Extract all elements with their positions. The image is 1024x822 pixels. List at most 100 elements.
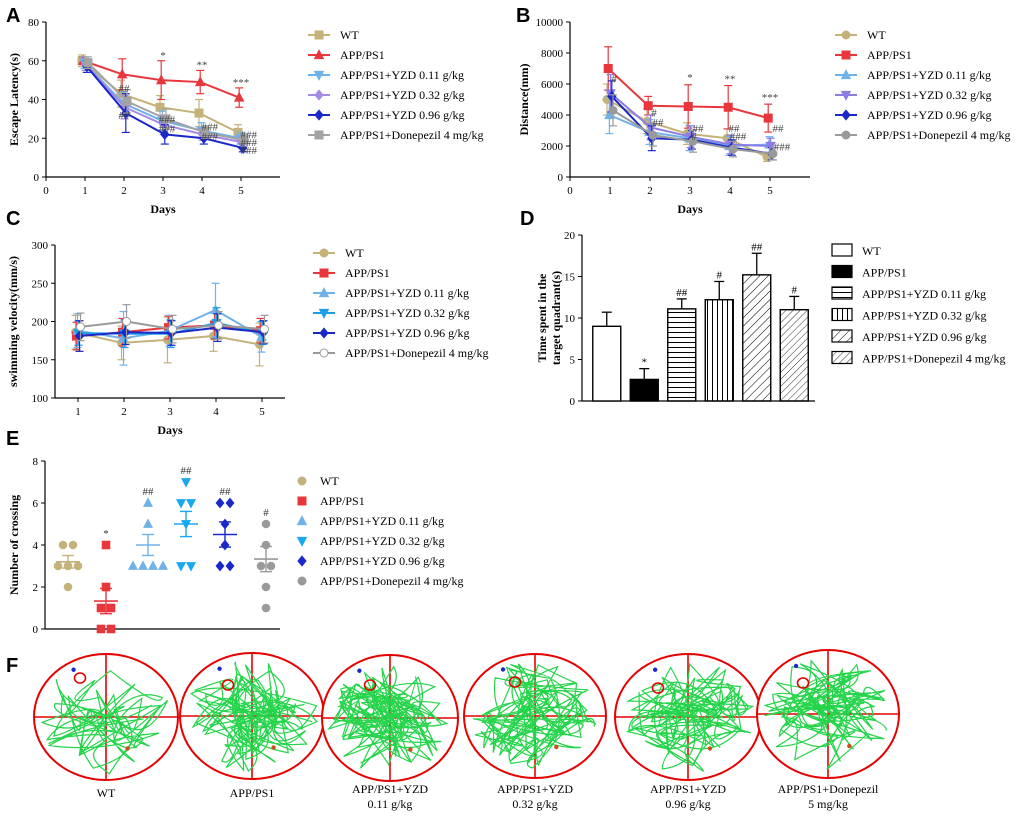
data-point [180, 478, 192, 488]
legend-swatch [831, 307, 853, 322]
data-point [185, 499, 197, 509]
track-caption: APP/PS1+YZD [650, 782, 726, 796]
swim-path [327, 665, 449, 769]
platform-circle [221, 679, 235, 691]
significance-label: * [160, 50, 166, 62]
legend-label: APP/PS1+YZD 0.32 g/kg [345, 306, 469, 320]
data-point [239, 135, 249, 145]
legend-label: APP/PS1+Donepezil 4 mg/kg [867, 128, 1010, 142]
end-point [408, 747, 413, 752]
data-point [261, 603, 271, 613]
legend-marker [840, 69, 852, 80]
legend-marker [318, 308, 330, 319]
significance-label: ## [119, 110, 131, 122]
legend-label: WT [340, 28, 359, 42]
data-point [225, 560, 235, 572]
data-point [768, 149, 778, 159]
y-tick-label: 40 [28, 95, 40, 107]
legend-label: APP/PS1+Donepezil 4 mg/kg [320, 574, 463, 588]
y-axis-label: Time spent in thetarget quadrant(s) [535, 271, 563, 365]
legend-marker [319, 348, 329, 358]
track-caption: APP/PS1 [230, 786, 275, 800]
swim-path [40, 669, 169, 775]
data-point [58, 540, 68, 550]
data-point [194, 76, 206, 87]
data-point [147, 560, 159, 570]
legend-marker [314, 89, 324, 101]
data-point [175, 499, 187, 509]
data-point [53, 561, 63, 571]
legend-label: APP/PS1+YZD 0.32 g/kg [340, 88, 464, 102]
x-axis-label: Days [157, 423, 183, 437]
significance-label: ** [197, 60, 208, 72]
x-tick-label: 1 [82, 185, 88, 197]
x-axis-label: Days [677, 202, 703, 216]
legend-label: APP/PS1+YZD 0.96 g/kg [867, 108, 991, 122]
swim-track-1 [33, 653, 179, 781]
data-point [200, 127, 210, 137]
significance-label: ## [773, 123, 785, 135]
significance-label: # [717, 269, 723, 281]
y-tick-label: 6000 [541, 79, 564, 91]
significance-label: * [103, 528, 109, 540]
data-point [215, 497, 225, 509]
significance-label: ## [119, 83, 131, 95]
x-tick-label: 5 [238, 185, 244, 197]
legend-swatch [831, 264, 853, 279]
significance-label: ### [159, 114, 176, 126]
y-axis-label: Distance(mm) [517, 64, 531, 136]
legend-marker [319, 248, 329, 258]
legend-label: WT [867, 28, 886, 42]
data-point [608, 105, 618, 115]
y-tick-label: 6 [33, 498, 39, 510]
data-point [261, 519, 271, 529]
data-point [142, 497, 154, 507]
track-caption: APP/PS1+YZD [497, 782, 573, 796]
y-tick-label: 2 [33, 582, 39, 594]
swim-path [763, 659, 888, 770]
bar [742, 274, 772, 402]
data-point [160, 128, 170, 140]
y-tick-label: 150 [32, 355, 49, 367]
x-axis-label: Days [150, 202, 176, 216]
legend-label: APP/PS1+YZD 0.11 g/kg [345, 286, 469, 300]
data-point [168, 324, 177, 334]
data-point [63, 582, 73, 592]
x-tick-label: 4 [213, 406, 219, 418]
track-caption: 5 mg/kg [808, 797, 848, 811]
data-point [122, 317, 131, 326]
legend-marker [297, 496, 307, 506]
panel-label: A [6, 5, 20, 27]
panel-label: B [516, 5, 530, 27]
end-point [125, 746, 130, 751]
significance-label: ## [220, 486, 232, 498]
track-caption: WT [97, 786, 116, 800]
end-point [707, 746, 713, 751]
significance-label: ### [774, 142, 791, 154]
swim-track-5 [614, 653, 762, 781]
y-tick-label: 300 [32, 240, 49, 252]
y-tick-label: 0 [33, 624, 39, 636]
legend-swatch [831, 350, 853, 365]
data-point [101, 540, 111, 550]
swim-track-3 [321, 654, 459, 782]
legend-label: APP/PS1 [340, 48, 385, 62]
data-point [73, 561, 83, 571]
bar [667, 308, 697, 402]
significance-label: *** [233, 77, 250, 89]
legend-marker [313, 49, 325, 60]
data-point [68, 540, 78, 550]
legend-swatch [831, 243, 853, 257]
data-point [96, 624, 106, 634]
significance-label: ### [730, 131, 747, 143]
legend-marker [319, 268, 329, 278]
y-axis-label-line: Time spent in the [535, 273, 549, 362]
x-tick-label: 1 [607, 185, 613, 197]
legend-label: APP/PS1+Donepezil 4 mg/kg [862, 352, 1005, 366]
track-caption: 0.32 g/kg [512, 797, 557, 811]
legend-label: APP/PS1+YZD 0.32 g/kg [867, 88, 991, 102]
track-caption: 0.96 g/kg [665, 797, 710, 811]
significance-label: # [611, 73, 617, 85]
platform-circle [363, 679, 377, 691]
y-tick-label: 10000 [536, 17, 564, 29]
